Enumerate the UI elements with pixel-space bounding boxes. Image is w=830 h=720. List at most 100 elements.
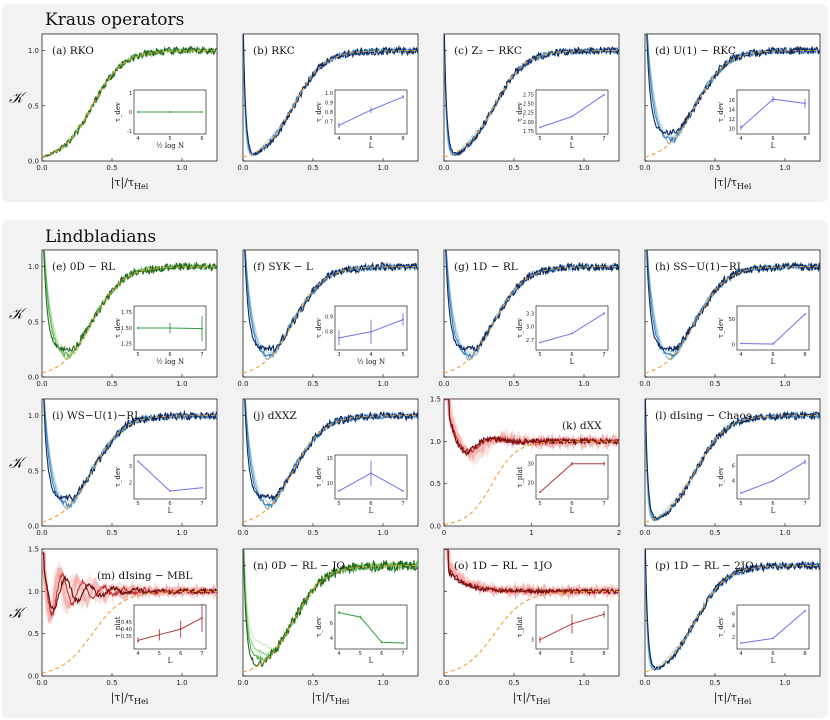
inset-x-tick: 5 [136, 352, 139, 358]
inset-point [571, 115, 573, 118]
y-tick-label: 1.0 [28, 47, 39, 55]
x-tick-label: 0.0 [438, 679, 449, 687]
panel-label: (k) dXX [562, 420, 602, 432]
inset-x-tick: 6 [200, 136, 203, 142]
inset-x-tick: 6 [771, 136, 774, 142]
inset-g: 5 6 7 2.7 3.0 3.3 Lτ_dev [516, 305, 609, 366]
panel-g: 0.0 0.5 1.0 (g) 1D − RL 5 6 7 2.7 3.0 3.3 Lτ_dev [438, 249, 620, 388]
inset-y-tick: 0 [129, 110, 132, 116]
inset-point [804, 460, 806, 463]
inset-x-tick: 4 [739, 651, 742, 657]
inset-point [772, 637, 774, 640]
panel-o: 0.0 0.5 1.0 |τ|/τHei (o) 1D − RL − 1JO 4 6 8 3 Lτ… [438, 548, 620, 706]
x-tick-label: 0.0 [639, 164, 650, 172]
x-axis-label-main: |τ|/τ [111, 691, 134, 705]
inset-point [137, 460, 139, 463]
inset-y-tick: 6 [732, 463, 735, 469]
inset-point [740, 342, 742, 345]
inset-d: 4 6 8 10 12 14 16 Lτ_dev [717, 89, 810, 150]
inset-x-tick: 5 [739, 501, 742, 507]
x-axis-label-main: |τ|/τ [312, 691, 335, 705]
inset-x-label: L [168, 507, 173, 515]
x-axis-label: |τ|/τHei [312, 691, 350, 706]
inset-point [359, 616, 362, 619]
series-line-3 [243, 549, 418, 668]
inset-point [804, 313, 806, 315]
panel-k: 0.0 0.5 1.0 1.5 0 1 2 (k) dXX 5 6 7 20 30 Lτ_plat [430, 396, 621, 538]
series-line-3 [646, 34, 820, 136]
x-tick-label: 1.0 [578, 679, 589, 687]
plot-area [243, 34, 418, 158]
inset-point [539, 491, 541, 494]
inset-x-label: L [570, 142, 575, 150]
inset-point [201, 486, 203, 489]
inset-x-tick: 7 [602, 136, 605, 142]
y-tick-label: 1.0 [28, 263, 39, 271]
inset-x-tick: 7 [602, 501, 605, 507]
inset-point [338, 336, 340, 339]
x-axis-label: |τ|/τHei [714, 176, 752, 191]
plot-area [444, 34, 619, 158]
inset-point [772, 479, 774, 482]
inset-y-label: τ_plat [114, 616, 122, 637]
x-axis-label-main: |τ|/τ [714, 691, 737, 705]
inset-y-label: τ_plat [516, 616, 524, 637]
inset-y-label: τ_dev [717, 102, 725, 122]
inset-x-tick: 8 [803, 136, 806, 142]
panel-p: 0.0 0.5 1.0 |τ|/τHei (p) 1D − RL − 2JO 4 6 8 2 4 6… [639, 548, 821, 706]
inset-x-label: ½ log N [156, 142, 184, 150]
panel-label: (h) SS−U(1)−RL [655, 261, 744, 273]
inset-x-tick: 3 [337, 352, 340, 358]
plot-area [42, 45, 217, 158]
y-tick-label: 0.5 [430, 480, 441, 488]
inset-point [179, 628, 182, 631]
x-axis-label-sub: Hei [737, 697, 752, 706]
panel-label: (e) 0D − RL [52, 261, 115, 273]
panel-j: 0.0 0.5 1.0 (j) dXXZ 5 6 7 10 15 Lτ_dev [237, 398, 419, 537]
section-title-lindbladians: Lindbladians [45, 227, 156, 247]
inset-y-tick: 10 [729, 126, 735, 132]
inset-x-label: L [168, 657, 173, 665]
inset-y-tick: 1.50 [121, 326, 132, 332]
inset-y-tick: 16 [729, 98, 735, 104]
inset-x-tick: 5 [168, 136, 171, 142]
series-line-3 [43, 250, 217, 353]
x-axis-label: |τ|/τHei [111, 691, 149, 706]
inset-frame [736, 454, 810, 500]
inset-x-tick: 8 [401, 136, 404, 142]
reference-curve [243, 565, 418, 673]
inset-point [402, 642, 404, 644]
inset-y-tick: 3.3 [526, 311, 534, 317]
panel-label: (m) dIsing − MBL [97, 570, 193, 582]
series-line-3 [645, 399, 820, 522]
inset-o: 4 6 8 3 Lτ_plat [516, 604, 609, 665]
x-tick-label: 1.0 [377, 529, 388, 537]
x-tick-label: 0.0 [237, 164, 248, 172]
inset-point [571, 462, 573, 465]
reference-curve [243, 50, 418, 158]
inset-point [338, 124, 340, 127]
inset-point [740, 642, 742, 644]
x-axis-label: |τ|/τHei [111, 176, 149, 191]
inset-point [740, 492, 742, 494]
y-tick-label: 1.0 [430, 438, 441, 446]
x-tick-label: 0.0 [438, 380, 449, 388]
inset-point [201, 327, 203, 330]
inset-point [539, 341, 541, 344]
inset-point [137, 111, 139, 113]
inset-y-tick: 4 [732, 623, 735, 629]
inset-x-tick: 6 [168, 352, 171, 358]
inset-y-tick: 0.8 [325, 330, 333, 336]
inset-y-tick: 0 [732, 342, 735, 348]
inset-h: 4 6 8 0 50 Lτ_dev [717, 305, 810, 366]
inset-point [338, 490, 340, 492]
inset-x-tick: 4 [136, 651, 139, 657]
inset-frame [535, 604, 609, 650]
x-tick-label: 0.5 [709, 529, 720, 537]
y-tick-label: 1.5 [28, 546, 39, 554]
inset-x-tick: 8 [803, 352, 806, 358]
inset-y-tick: 2.25 [523, 111, 534, 117]
inset-x-tick: 6 [771, 651, 774, 657]
x-tick-label: 2 [617, 529, 621, 537]
